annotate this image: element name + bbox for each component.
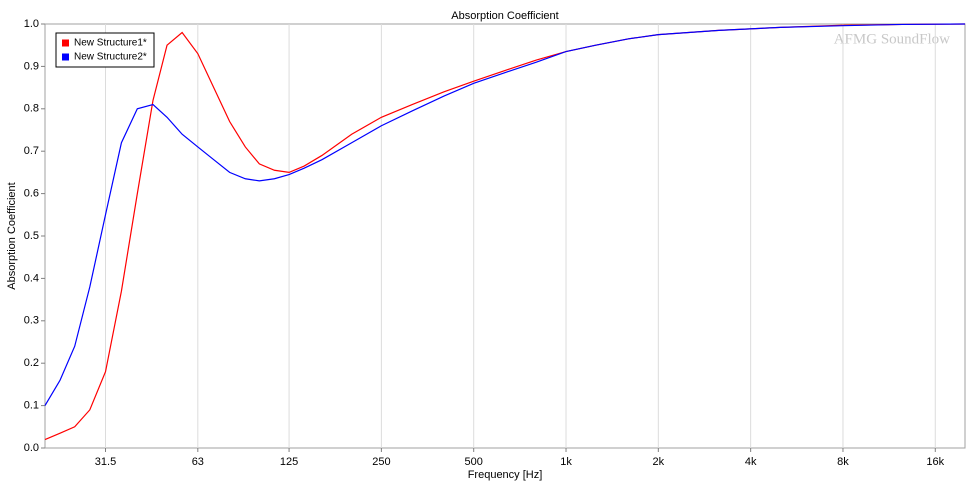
y-tick-label: 0.4 (24, 272, 39, 284)
x-tick-label: 1k (560, 456, 572, 468)
y-tick-label: 0.5 (24, 230, 39, 242)
x-tick-label: 500 (465, 456, 483, 468)
y-tick-label: 0.2 (24, 357, 39, 369)
x-tick-label: 31.5 (95, 456, 116, 468)
x-tick-label: 250 (372, 456, 390, 468)
plot-area (44, 23, 966, 449)
x-tick-label: 125 (280, 456, 298, 468)
legend-label: New Structure2* (74, 52, 147, 63)
y-tick-label: 0.8 (24, 103, 39, 115)
y-tick-label: 0.1 (24, 400, 39, 412)
x-tick-label: 63 (192, 456, 204, 468)
x-tick-label: 16k (926, 456, 944, 468)
series-line (44, 23, 966, 406)
legend-swatch (62, 53, 69, 61)
y-tick-label: 0.0 (24, 442, 39, 454)
x-axis-label: Frequency [Hz] (468, 469, 543, 481)
x-tick-label: 8k (837, 456, 849, 468)
watermark: AFMG SoundFlow (834, 31, 950, 47)
y-axis-label: Absorption Coefficient (6, 182, 18, 289)
y-tick-label: 0.9 (24, 60, 39, 72)
y-tick-label: 0.6 (24, 188, 39, 200)
legend-box (55, 32, 155, 68)
legend-swatch (62, 39, 69, 47)
chart-title: Absorption Coefficient (451, 10, 558, 22)
x-tick-label: 4k (745, 456, 757, 468)
y-tick-label: 1.0 (24, 18, 39, 30)
y-tick-label: 0.3 (24, 315, 39, 327)
legend-label: New Structure1* (74, 38, 147, 49)
y-tick-label: 0.7 (24, 145, 39, 157)
x-tick-label: 2k (653, 456, 665, 468)
